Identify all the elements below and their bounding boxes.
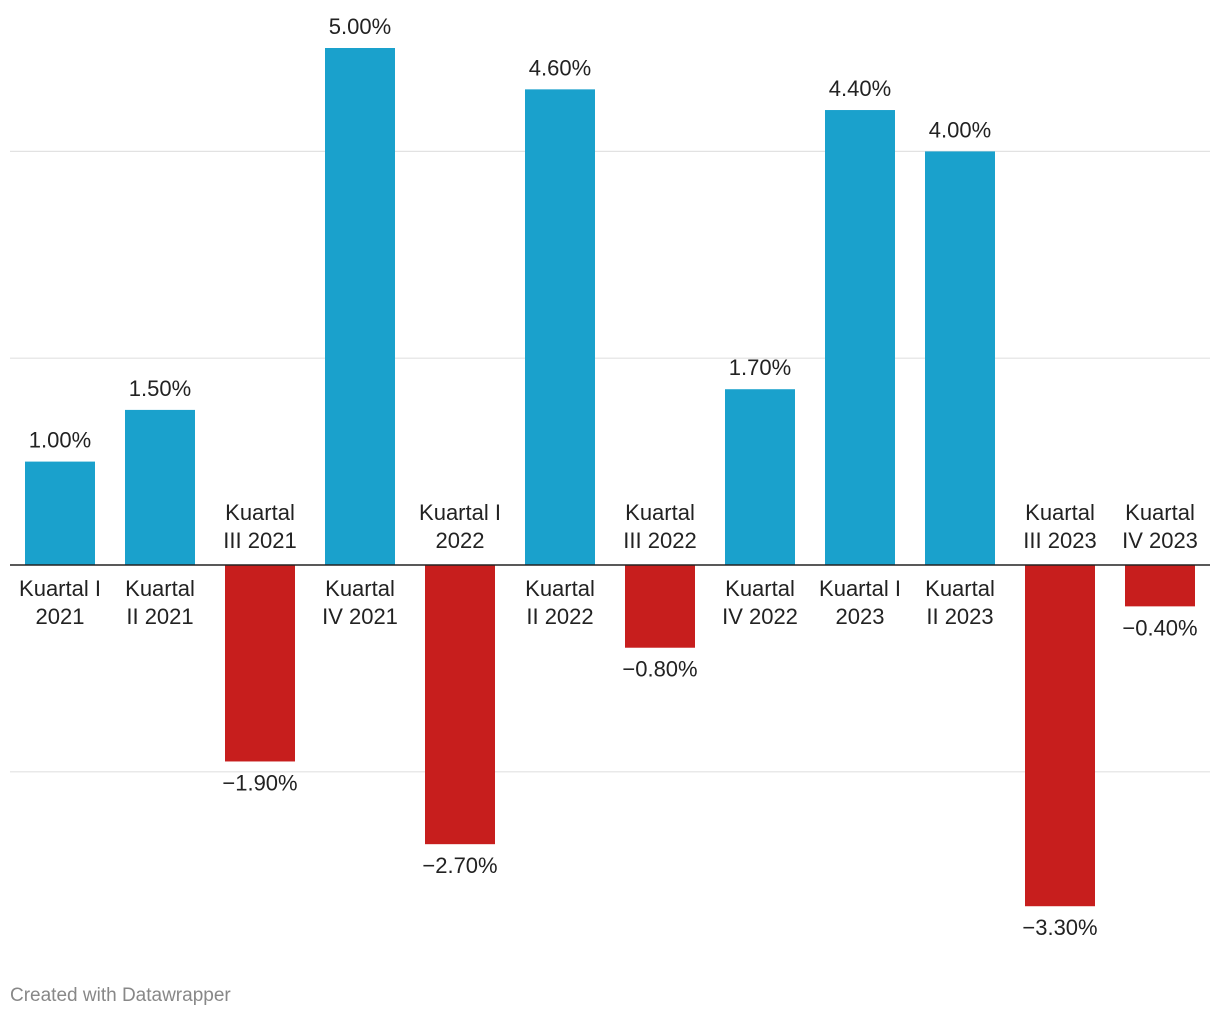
category-label: Kuartal: [525, 576, 595, 601]
value-label: 4.40%: [829, 76, 891, 101]
value-label: 1.70%: [729, 355, 791, 380]
gridlines: [10, 150, 1210, 773]
category-label: IV 2022: [722, 604, 798, 629]
bar[interactable]: [425, 565, 495, 845]
bar[interactable]: [225, 565, 295, 762]
category-label: III 2023: [1023, 528, 1096, 553]
bar[interactable]: [925, 151, 995, 565]
category-label: 2023: [836, 604, 885, 629]
bar[interactable]: [725, 389, 795, 565]
bar[interactable]: [825, 110, 895, 565]
value-label: −0.80%: [622, 657, 697, 682]
value-label: −2.70%: [422, 853, 497, 878]
category-label: 2021: [36, 604, 85, 629]
category-label: Kuartal: [725, 576, 795, 601]
bar-chart: 1.00% Kuartal I 2021 1.50% Kuartal II 2021 −1.…: [10, 14, 1210, 940]
category-label: III 2021: [223, 528, 296, 553]
category-label: IV 2021: [322, 604, 398, 629]
category-label: Kuartal: [1125, 500, 1195, 525]
bar[interactable]: [525, 89, 595, 566]
category-label: II 2021: [126, 604, 193, 629]
bars: [25, 48, 1195, 907]
category-label: III 2022: [623, 528, 696, 553]
bar[interactable]: [25, 461, 95, 565]
value-label: 1.50%: [129, 376, 191, 401]
bar[interactable]: [325, 48, 395, 565]
category-label: II 2023: [926, 604, 993, 629]
value-label: 5.00%: [329, 14, 391, 39]
datawrapper-credit[interactable]: Created with Datawrapper: [10, 985, 231, 1006]
value-label: −1.90%: [222, 770, 297, 795]
value-label: 1.00%: [29, 428, 91, 453]
category-label: IV 2023: [1122, 528, 1198, 553]
category-label: Kuartal: [125, 576, 195, 601]
labels: 1.00% Kuartal I 2021 1.50% Kuartal II 2021 −1.…: [19, 14, 1198, 940]
bar[interactable]: [625, 565, 695, 648]
category-label: Kuartal: [625, 500, 695, 525]
value-label: 4.60%: [529, 55, 591, 80]
bar[interactable]: [1025, 565, 1095, 907]
value-label: 4.00%: [929, 117, 991, 142]
category-label: Kuartal I: [19, 576, 101, 601]
value-label: −0.40%: [1122, 615, 1197, 640]
category-label: Kuartal I: [819, 576, 901, 601]
bar[interactable]: [125, 409, 195, 565]
category-label: Kuartal: [325, 576, 395, 601]
bar[interactable]: [1125, 565, 1195, 607]
category-label: Kuartal: [925, 576, 995, 601]
value-label: −3.30%: [1022, 915, 1097, 940]
category-label: 2022: [436, 528, 485, 553]
category-label: Kuartal: [225, 500, 295, 525]
category-label: II 2022: [526, 604, 593, 629]
category-label: Kuartal: [1025, 500, 1095, 525]
category-label: Kuartal I: [419, 500, 501, 525]
